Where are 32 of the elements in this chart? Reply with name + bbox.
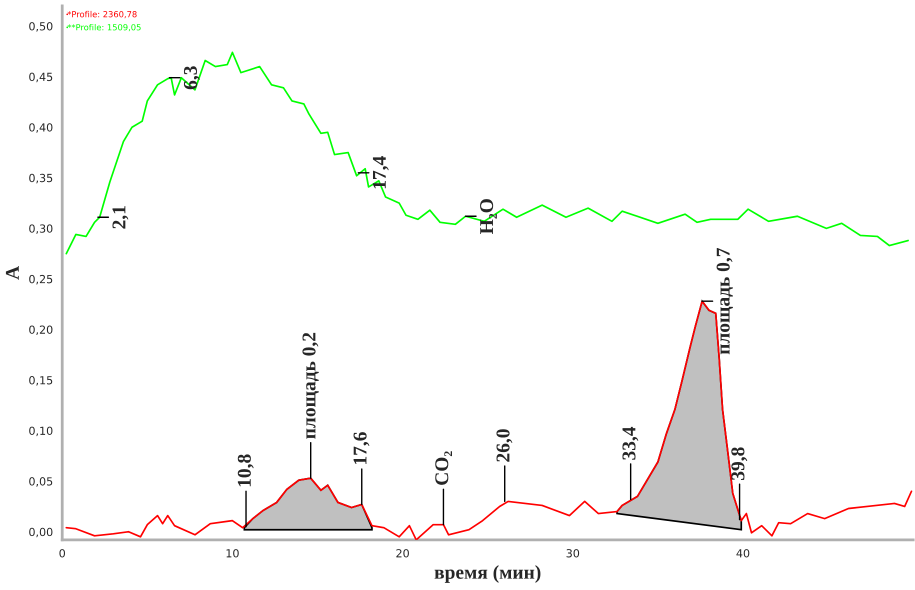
y-tick-label: 0,15 <box>29 376 52 386</box>
y-axis-title: A <box>6 266 19 280</box>
y-tick-label: 0,10 <box>29 426 52 436</box>
y-tick-label: 0,35 <box>29 174 52 184</box>
annotation: H₂O <box>480 199 497 234</box>
annotation: площадь 0,2 <box>302 332 319 439</box>
annotation: 39,8 <box>731 447 748 480</box>
y-tick-label: 0,00 <box>29 528 52 538</box>
y-tick-label: 0,25 <box>29 274 52 284</box>
x-tick-label: 10 <box>226 549 239 558</box>
x-tick-label: 40 <box>736 549 750 558</box>
y-tick-label: 0,05 <box>29 477 52 487</box>
annotation: 33,4 <box>622 426 638 460</box>
x-tick-label: 30 <box>566 549 580 558</box>
annotation: 26,0 <box>496 429 512 462</box>
y-tick-label: 0,20 <box>29 325 52 336</box>
annotation: 10,8 <box>238 454 254 486</box>
annotation: 6,3 <box>184 66 200 90</box>
x-axis-title: время (мин) <box>434 565 540 583</box>
y-tick-label: 0,50 <box>29 22 52 32</box>
y-tick-label: 0,45 <box>29 72 52 82</box>
y-tick-label: 0,30 <box>29 224 52 234</box>
legend-label: *Profile: 2360,78 <box>67 10 137 18</box>
annotation: 2,1 <box>112 206 128 229</box>
annotation: 17,4 <box>372 156 389 188</box>
annotation: площадь 0,7 <box>716 248 733 354</box>
annotation: 17,6 <box>354 432 370 464</box>
x-tick-label: 20 <box>396 549 409 558</box>
annotation: CO₂ <box>435 451 452 485</box>
y-tick-label: 0,40 <box>29 123 52 133</box>
x-tick-label: 0 <box>59 549 66 558</box>
legend-label: **Profile: 1509,05 <box>67 24 141 32</box>
